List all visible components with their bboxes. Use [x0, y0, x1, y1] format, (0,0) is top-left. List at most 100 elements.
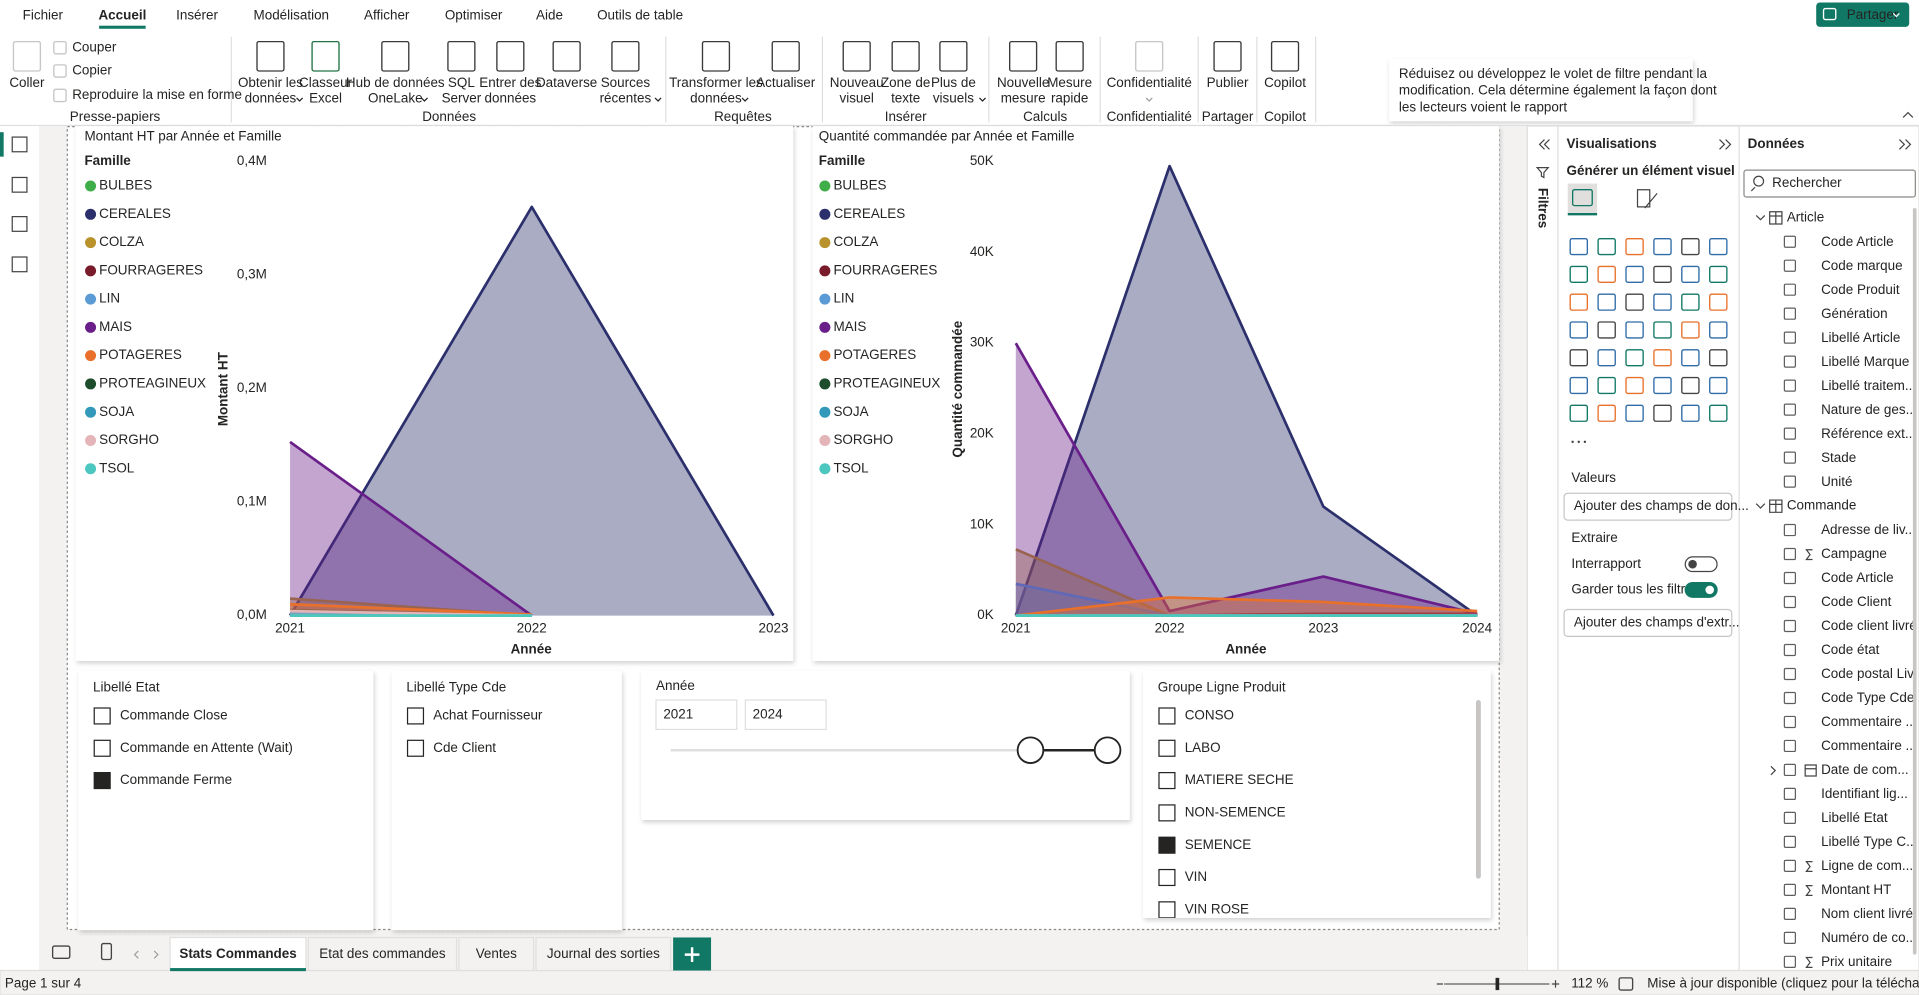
page-tab[interactable]: [169, 936, 307, 972]
menu-tab[interactable]: Modélisation: [254, 7, 330, 22]
table-name[interactable]: Article: [1787, 209, 1824, 224]
visual-type-icon[interactable]: [1653, 349, 1672, 367]
ribbon-button-label[interactable]: rapide: [1051, 91, 1088, 106]
visual-type-icon[interactable]: [1569, 404, 1589, 422]
page-tab[interactable]: [535, 936, 672, 972]
field-name[interactable]: Campagne: [1821, 546, 1887, 561]
table-expander[interactable]: [1755, 214, 1766, 221]
report-view-icon[interactable]: [11, 136, 28, 153]
ribbon-button-label[interactable]: Dataverse: [536, 75, 597, 90]
field-checkbox[interactable]: [1783, 907, 1797, 920]
visual-type-icon[interactable]: [1569, 349, 1589, 367]
slicer-checkbox[interactable]: [1158, 707, 1176, 725]
field-checkbox[interactable]: [1783, 715, 1797, 729]
visual-type-icon[interactable]: [1569, 293, 1589, 311]
field-name[interactable]: Unité: [1821, 474, 1852, 489]
field-checkbox[interactable]: [1783, 547, 1797, 561]
slicer-card[interactable]: [78, 670, 374, 931]
table-view-icon[interactable]: [11, 176, 28, 193]
menu-tab[interactable]: Optimiser: [445, 7, 503, 22]
ribbon-button-label[interactable]: données: [485, 91, 537, 106]
table-name[interactable]: Commande: [1787, 498, 1857, 513]
slicer-checkbox[interactable]: [93, 739, 111, 757]
menu-tab[interactable]: Aide: [536, 7, 563, 22]
ribbon-button-label[interactable]: Hub de données: [346, 75, 445, 90]
ribbon-button-label[interactable]: Excel: [309, 91, 342, 106]
visual-type-icon[interactable]: [1709, 404, 1728, 422]
field-name[interactable]: Code marque: [1821, 258, 1903, 273]
visual-type-icon[interactable]: [1625, 376, 1644, 395]
field-name[interactable]: Libellé Article: [1821, 330, 1900, 345]
field-checkbox[interactable]: [1783, 427, 1797, 440]
field-name[interactable]: Génération: [1821, 306, 1888, 321]
menu-tab[interactable]: Insérer: [176, 7, 218, 22]
ribbon-button-label[interactable]: Actualiser: [756, 75, 816, 90]
field-name[interactable]: Adresse de liv...: [1821, 522, 1916, 537]
expand-pane[interactable]: [1898, 139, 1912, 150]
page-tab[interactable]: [307, 936, 458, 972]
ribbon-button-label[interactable]: Confidentialité: [1107, 75, 1192, 90]
menu-tab[interactable]: Afficher: [364, 7, 410, 22]
ribbon-button-label[interactable]: données: [245, 91, 297, 106]
more-visuals[interactable]: [1583, 440, 1587, 444]
field-well[interactable]: [1563, 608, 1733, 638]
visual-type-icon[interactable]: [1681, 376, 1700, 395]
slicer-item[interactable]: CONSO: [1185, 708, 1234, 723]
field-checkbox[interactable]: [1783, 571, 1797, 585]
visual-card[interactable]: [812, 126, 1500, 661]
slicer-item[interactable]: LABO: [1185, 740, 1221, 755]
visual-type-icon[interactable]: [1653, 237, 1672, 256]
visual-type-icon[interactable]: [1681, 349, 1700, 367]
visual-type-icon[interactable]: [1625, 349, 1644, 367]
menu-tab[interactable]: Fichier: [23, 7, 64, 22]
ribbon-button-label[interactable]: Nouveau: [830, 75, 884, 90]
field-checkbox[interactable]: [1783, 259, 1797, 272]
visual-type-icon[interactable]: [1569, 237, 1589, 256]
field-name[interactable]: Nature de ges...: [1821, 402, 1917, 417]
ribbon-button[interactable]: Copier: [72, 63, 112, 78]
visual-type-icon[interactable]: [1625, 237, 1644, 256]
visual-type-icon[interactable]: [1653, 404, 1672, 422]
ribbon-button-label[interactable]: Nouvelle: [997, 75, 1049, 90]
slicer-checkbox[interactable]: [1158, 836, 1176, 854]
range-input[interactable]: [744, 699, 827, 731]
collapse-ribbon[interactable]: [1902, 111, 1914, 118]
field-checkbox[interactable]: [1783, 331, 1797, 344]
field-checkbox[interactable]: [1783, 763, 1797, 777]
field-name[interactable]: Identifiant lig...: [1821, 786, 1908, 801]
ribbon-button-label[interactable]: texte: [891, 91, 920, 106]
visual-type-icon[interactable]: [1681, 237, 1700, 256]
format-visual-tab[interactable]: [1636, 189, 1658, 209]
ribbon-button-label[interactable]: Mesure: [1047, 75, 1092, 90]
field-name[interactable]: Commentaire ...: [1821, 738, 1917, 753]
ribbon-button-label[interactable]: Copilot: [1264, 75, 1306, 90]
field-checkbox[interactable]: [1783, 811, 1797, 825]
field-name[interactable]: Libellé Type C...: [1821, 834, 1917, 849]
field-checkbox[interactable]: [1783, 739, 1797, 753]
ribbon-button-label[interactable]: Coller: [9, 75, 45, 90]
field-name[interactable]: Libellé Marque: [1821, 354, 1909, 369]
field-name[interactable]: Code Article: [1821, 570, 1894, 585]
visual-type-icon[interactable]: [1625, 404, 1644, 422]
field-name[interactable]: Prix unitaire: [1821, 954, 1892, 969]
visual-type-icon[interactable]: [1681, 265, 1700, 284]
field-checkbox[interactable]: [1783, 787, 1797, 801]
visual-type-icon[interactable]: [1569, 321, 1589, 339]
field-expander[interactable]: [1770, 765, 1777, 776]
ribbon-button-label[interactable]: Classeur: [299, 75, 353, 90]
field-name[interactable]: Code Type Cde: [1821, 690, 1914, 705]
update-notice[interactable]: Mise à jour disponible (cliquez pour la …: [1647, 976, 1919, 991]
field-name[interactable]: Code Client: [1821, 594, 1892, 609]
ribbon-button-label[interactable]: Entrer des: [479, 75, 541, 90]
visual-type-icon[interactable]: [1653, 376, 1672, 395]
dax-view-icon[interactable]: [11, 256, 28, 273]
field-checkbox[interactable]: [1783, 691, 1797, 705]
slicer-item[interactable]: Commande en Attente (Wait): [120, 740, 293, 755]
visual-type-icon[interactable]: [1569, 376, 1589, 395]
field-checkbox[interactable]: [1783, 235, 1797, 248]
visual-card[interactable]: [75, 126, 794, 661]
visual-type-icon[interactable]: [1597, 265, 1616, 284]
ribbon-button[interactable]: Couper: [72, 39, 117, 54]
field-name[interactable]: Code état: [1821, 642, 1880, 657]
visual-type-icon[interactable]: [1625, 321, 1644, 339]
